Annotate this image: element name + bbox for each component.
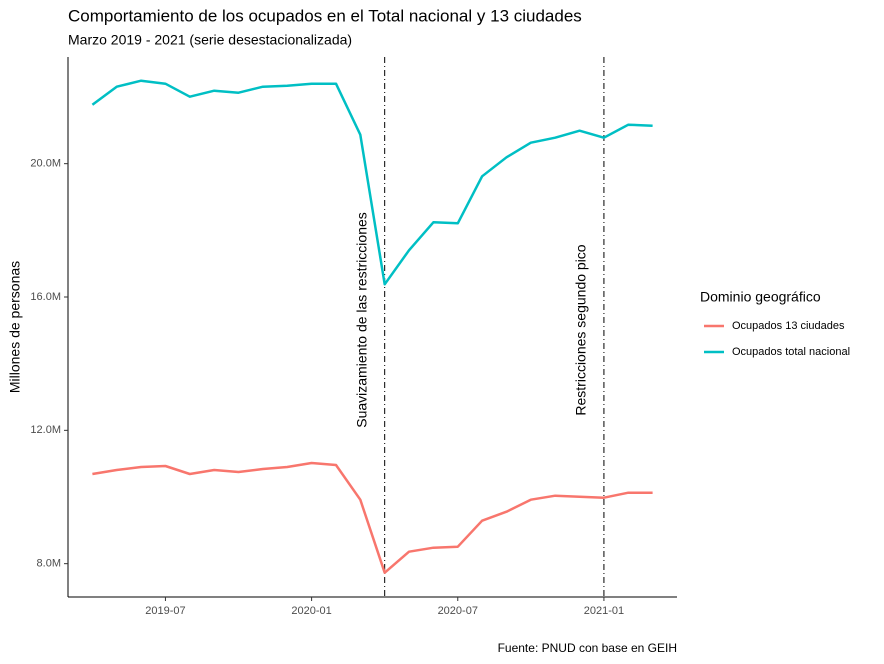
series-line	[91, 79, 653, 286]
y-tick-label: 12.0M	[30, 424, 61, 436]
chart-title: Comportamiento de los ocupados en el Tot…	[68, 6, 582, 25]
x-tick-label: 2019-07	[145, 605, 185, 617]
chart-subtitle: Marzo 2019 - 2021 (serie desestacionaliz…	[68, 32, 352, 48]
x-tick-label: 2020-01	[291, 605, 331, 617]
legend-title: Dominio geográfico	[700, 289, 821, 305]
legend-label: Ocupados total nacional	[732, 346, 850, 358]
y-tick-label: 20.0M	[30, 158, 61, 170]
x-tick-label: 2021-01	[584, 605, 624, 617]
caption: Fuente: PNUD con base en GEIH	[498, 641, 677, 655]
reference-label: Suavizamiento de las restricciones	[353, 212, 369, 428]
x-tick-label: 2020-07	[438, 605, 478, 617]
reference-label: Restricciones segundo pico	[573, 244, 589, 415]
legend-label: Ocupados 13 ciudades	[732, 320, 845, 332]
series-line	[92, 461, 653, 574]
y-axis-label: Millones de personas	[7, 261, 23, 393]
y-tick-label: 16.0M	[30, 291, 61, 303]
y-tick-label: 8.0M	[37, 558, 61, 570]
